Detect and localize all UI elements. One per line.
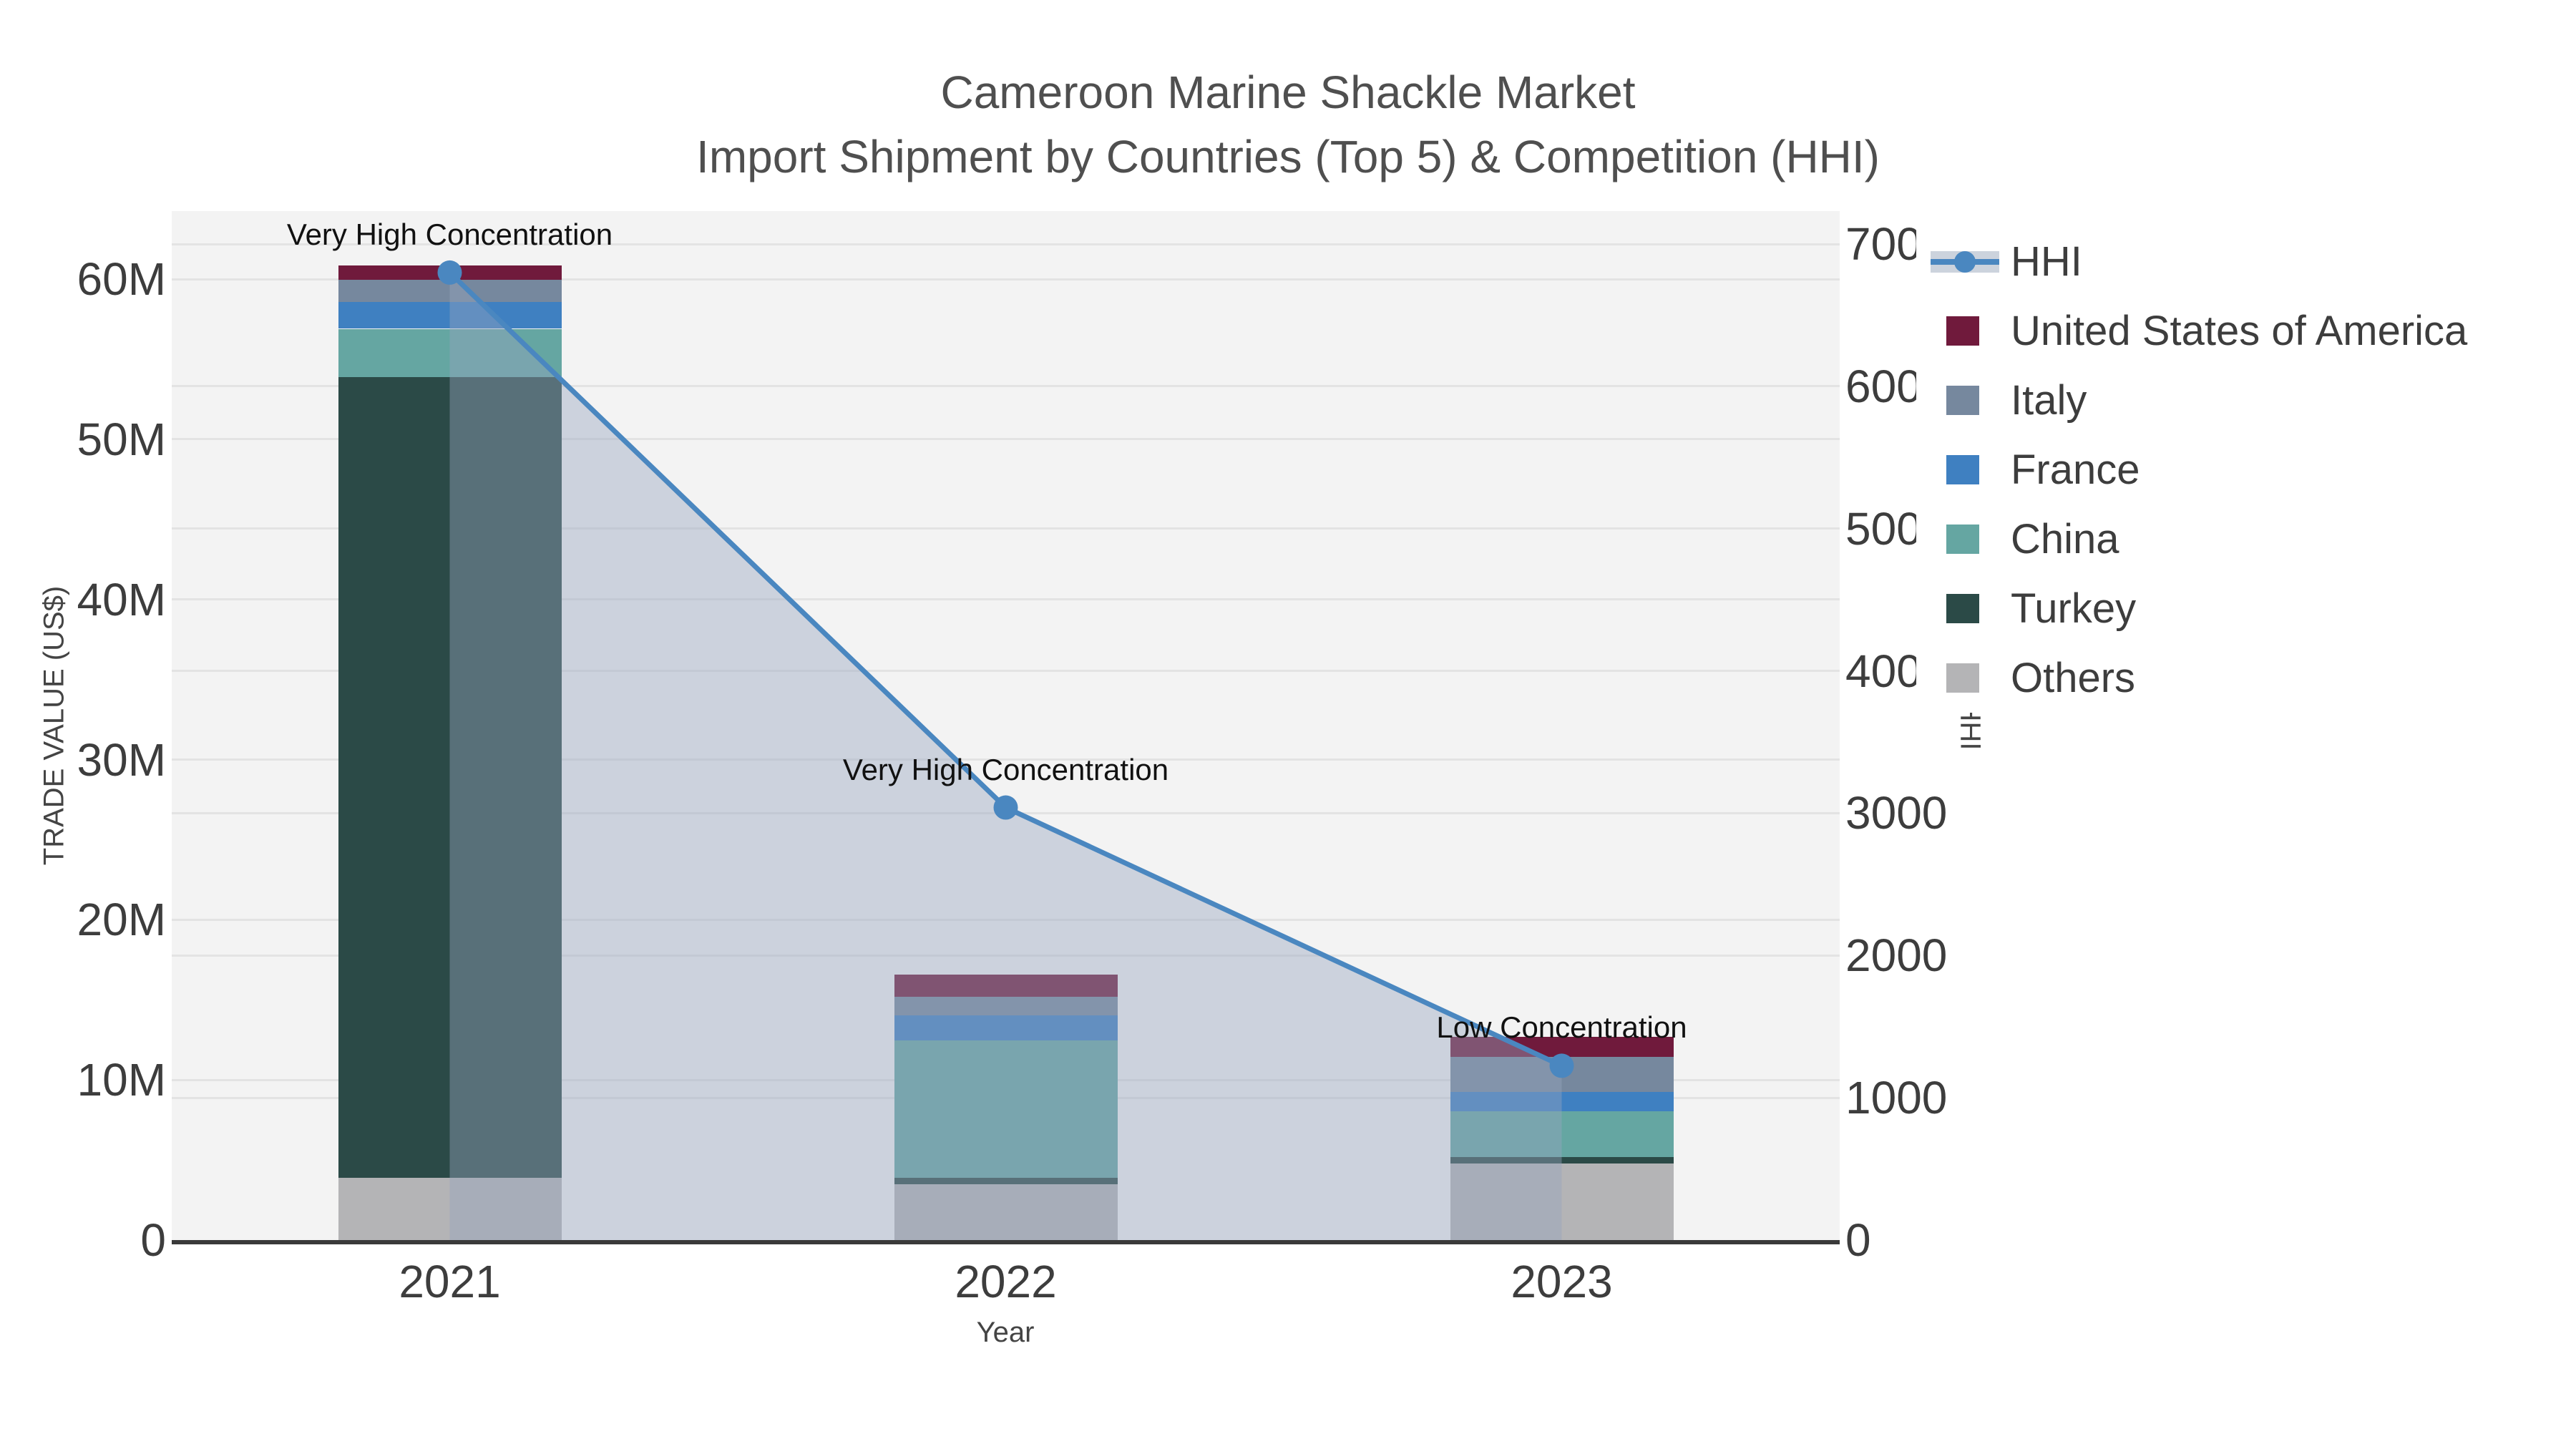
y-right-tick-0: 0 — [1845, 1214, 1871, 1266]
hhi-marker-2022[interactable] — [993, 795, 1018, 820]
y-left-tick-10M: 10M — [77, 1054, 167, 1106]
legend-swatch-icon — [1931, 643, 2011, 713]
color-swatch-others — [1946, 663, 1979, 693]
legend-label-italy: Italy — [2011, 377, 2087, 424]
bar-segment-turkey-2021[interactable] — [338, 376, 562, 1178]
legend-item-united-states-of-america[interactable]: United States of America — [1931, 296, 2467, 366]
y-left-tick-30M: 30M — [77, 733, 167, 786]
bar-segment-china-2023[interactable] — [1450, 1111, 1674, 1157]
bar-segment-others-2021[interactable] — [338, 1177, 562, 1240]
bar-segment-turkey-2023[interactable] — [1450, 1156, 1674, 1163]
x-tick-2023: 2023 — [1511, 1256, 1613, 1307]
legend-item-italy[interactable]: Italy — [1931, 366, 2467, 435]
chart-title-line2: Import Shipment by Countries (Top 5) & C… — [696, 131, 1880, 182]
bar-segment-others-2022[interactable] — [894, 1184, 1118, 1240]
x-axis-title: Year — [976, 1317, 1035, 1348]
bar-segment-france-2021[interactable] — [338, 302, 562, 329]
legend-swatch-icon — [1931, 366, 2011, 435]
legend-item-hhi[interactable]: HHI — [1931, 227, 2467, 296]
bar-segment-italy-2023[interactable] — [1450, 1056, 1674, 1092]
bar-segment-france-2023[interactable] — [1450, 1091, 1674, 1111]
chart-title-line1: Cameroon Marine Shackle Market — [940, 67, 1636, 118]
y-right-tick-3000: 3000 — [1845, 787, 1948, 839]
bar-segment-italy-2021[interactable] — [338, 280, 562, 303]
legend-label-united-states-of-america: United States of America — [2011, 308, 2468, 354]
bar-segment-china-2021[interactable] — [338, 328, 562, 377]
y-axis-title: TRADE VALUE (US$) — [38, 585, 70, 866]
annotation-2021: Very High Concentration — [286, 217, 613, 251]
legend: HHI United States of America Italy France Ch… — [1916, 227, 2497, 713]
hhi-line-legend-icon — [1931, 227, 2011, 296]
x-tick-2021: 2021 — [399, 1256, 501, 1307]
bar-segment-united-states-of-america-2021[interactable] — [338, 265, 562, 280]
legend-label-hhi: HHI — [2011, 238, 2082, 285]
legend-item-turkey[interactable]: Turkey — [1931, 574, 2467, 643]
color-swatch-united-states-of-america — [1946, 316, 1979, 346]
legend-label-turkey: Turkey — [2011, 585, 2137, 632]
plot-area[interactable]: Very High Concentration Very High Concent… — [172, 211, 1840, 1244]
bar-segment-italy-2022[interactable] — [894, 997, 1118, 1016]
legend-item-others[interactable]: Others — [1931, 643, 2467, 713]
legend-swatch-icon — [1931, 435, 2011, 504]
y-left-tick-40M: 40M — [77, 573, 167, 625]
y-right-tick-2000: 2000 — [1845, 930, 1948, 982]
y-left-tick-60M: 60M — [77, 253, 167, 306]
legend-swatch-icon — [1931, 504, 2011, 574]
bar-segment-turkey-2022[interactable] — [894, 1178, 1118, 1184]
color-swatch-turkey — [1946, 594, 1979, 623]
annotation-2022: Very High Concentration — [842, 752, 1169, 786]
y-left-tick-50M: 50M — [77, 413, 167, 465]
y-right-tick-1000: 1000 — [1845, 1072, 1948, 1124]
annotation-2023: Low Concentration — [1436, 1010, 1687, 1045]
x-tick-2022: 2022 — [955, 1256, 1057, 1307]
gridline — [172, 243, 1840, 245]
y-left-tick-0: 0 — [140, 1214, 166, 1266]
color-swatch-china — [1946, 525, 1979, 554]
y-left-tick-20M: 20M — [77, 894, 167, 946]
bar-segment-united-states-of-america-2022[interactable] — [894, 974, 1118, 997]
legend-item-france[interactable]: France — [1931, 435, 2467, 504]
legend-swatch-icon — [1931, 574, 2011, 643]
bar-segment-china-2022[interactable] — [894, 1040, 1118, 1179]
color-swatch-italy — [1946, 386, 1979, 415]
legend-label-others: Others — [2011, 655, 2136, 701]
legend-label-china: China — [2011, 516, 2119, 562]
bar-segment-others-2023[interactable] — [1450, 1163, 1674, 1240]
hhi-marker-icon — [1954, 251, 1976, 273]
legend-swatch-icon — [1931, 296, 2011, 366]
legend-label-france: France — [2011, 447, 2140, 493]
legend-item-china[interactable]: China — [1931, 504, 2467, 574]
bar-segment-france-2022[interactable] — [894, 1015, 1118, 1040]
color-swatch-france — [1946, 455, 1979, 484]
